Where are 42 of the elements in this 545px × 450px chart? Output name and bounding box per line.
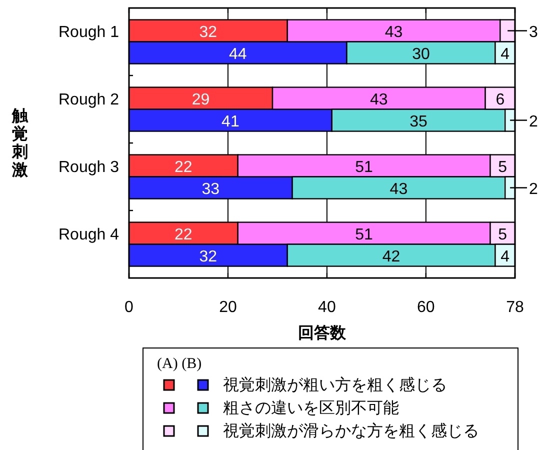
legend-entry: 粗さの違いを区別不可能 bbox=[163, 400, 399, 417]
data-label: 5 bbox=[498, 226, 508, 244]
data-label: 32 bbox=[199, 248, 218, 266]
x-tick-label: 40 bbox=[318, 299, 336, 316]
data-label: 32 bbox=[199, 24, 218, 41]
legend-label: 粗さの違いを区別不可能 bbox=[223, 399, 399, 417]
x-axis-title: 回答数 bbox=[298, 324, 347, 342]
data-label: 22 bbox=[174, 158, 192, 176]
legend-label: 視覚刺激が粗い方を粗く感じる bbox=[223, 376, 447, 394]
y-tick-label: Rough 3 bbox=[58, 158, 120, 176]
x-tick-label: 60 bbox=[417, 299, 435, 316]
data-label: 44 bbox=[228, 46, 247, 63]
data-label: 51 bbox=[355, 226, 374, 244]
data-label: 5 bbox=[498, 158, 508, 176]
y-axis-title: 触覚刺激 bbox=[11, 107, 29, 179]
data-label: 43 bbox=[384, 24, 403, 41]
legend-title: (A) (B) bbox=[157, 356, 202, 372]
x-tick-label: 0 bbox=[124, 299, 134, 316]
y-tick-label: Rough 2 bbox=[58, 91, 120, 108]
data-label: 41 bbox=[222, 113, 240, 130]
data-label: 43 bbox=[370, 91, 388, 108]
data-label: 33 bbox=[202, 180, 220, 198]
data-label: 51 bbox=[355, 158, 374, 176]
data-label: 42 bbox=[382, 248, 400, 266]
y-tick-label: Rough 4 bbox=[58, 226, 120, 244]
x-tick-label: 78 bbox=[506, 299, 524, 316]
legend-entry: 視覚刺激が滑らかな方を粗く感じる bbox=[163, 423, 479, 440]
data-label: 30 bbox=[412, 46, 430, 63]
data-label: 4 bbox=[500, 248, 510, 266]
data-label: 29 bbox=[192, 91, 210, 108]
data-label: 2 bbox=[529, 113, 538, 130]
legend-entry: 視覚刺激が粗い方を粗く感じる bbox=[163, 377, 447, 394]
y-tick-label: Rough 1 bbox=[58, 24, 120, 41]
data-label: 2 bbox=[529, 180, 538, 198]
data-label: 35 bbox=[410, 113, 428, 130]
legend-label: 視覚刺激が滑らかな方を粗く感じる bbox=[223, 422, 479, 440]
data-label: 22 bbox=[174, 226, 192, 244]
data-label: 43 bbox=[390, 180, 408, 198]
data-label: 4 bbox=[500, 46, 510, 63]
data-label: 3 bbox=[529, 24, 538, 41]
x-tick-label: 20 bbox=[219, 299, 237, 316]
data-label: 6 bbox=[496, 91, 505, 108]
